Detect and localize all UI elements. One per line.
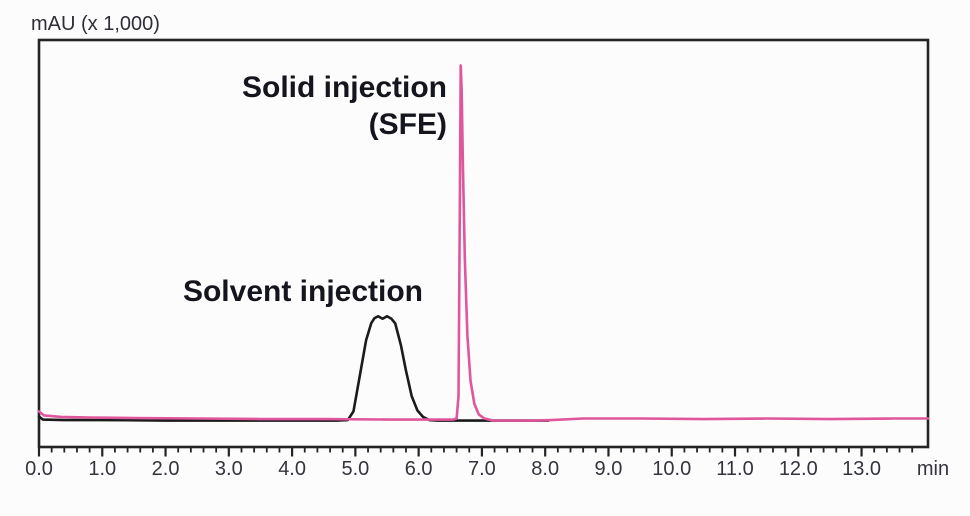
x-tick-label: 4.0 — [278, 458, 306, 480]
solvent-injection-trace — [37, 314, 550, 422]
x-tick-label: 5.0 — [341, 458, 369, 480]
solid-injection-label-line1: Solid injection — [242, 71, 447, 104]
x-tick-label: 0.0 — [25, 458, 53, 480]
x-axis-minor-ticks — [50, 447, 914, 453]
y-axis-unit-label: mAU (x 1,000) — [31, 13, 160, 35]
solid-injection-label-line2: (SFE) — [369, 108, 447, 141]
x-tick-label: 12.0 — [779, 458, 818, 480]
x-axis-major-ticks — [37, 447, 863, 457]
x-tick-label: 7.0 — [468, 458, 496, 480]
x-tick-label: 9.0 — [595, 458, 623, 480]
x-axis-tick-labels: 0.0 1.0 2.0 3.0 4.0 5.0 6.0 7.0 8.0 9.0 10.0 11.0 12… — [25, 458, 881, 480]
x-axis-unit-label: min — [917, 458, 949, 480]
x-tick-label: 2.0 — [152, 458, 180, 480]
solvent-injection-label: Solvent injection — [183, 275, 423, 308]
x-tick-label: 13.0 — [842, 458, 881, 480]
solid-injection-sfe-trace — [37, 64, 930, 422]
x-tick-label: 6.0 — [405, 458, 433, 480]
plot-area-border — [37, 38, 930, 449]
x-tick-label: 8.0 — [531, 458, 559, 480]
x-tick-label: 1.0 — [88, 458, 116, 480]
x-tick-label: 3.0 — [215, 458, 243, 480]
x-tick-label: 10.0 — [652, 458, 691, 480]
x-tick-label: 11.0 — [716, 458, 753, 480]
